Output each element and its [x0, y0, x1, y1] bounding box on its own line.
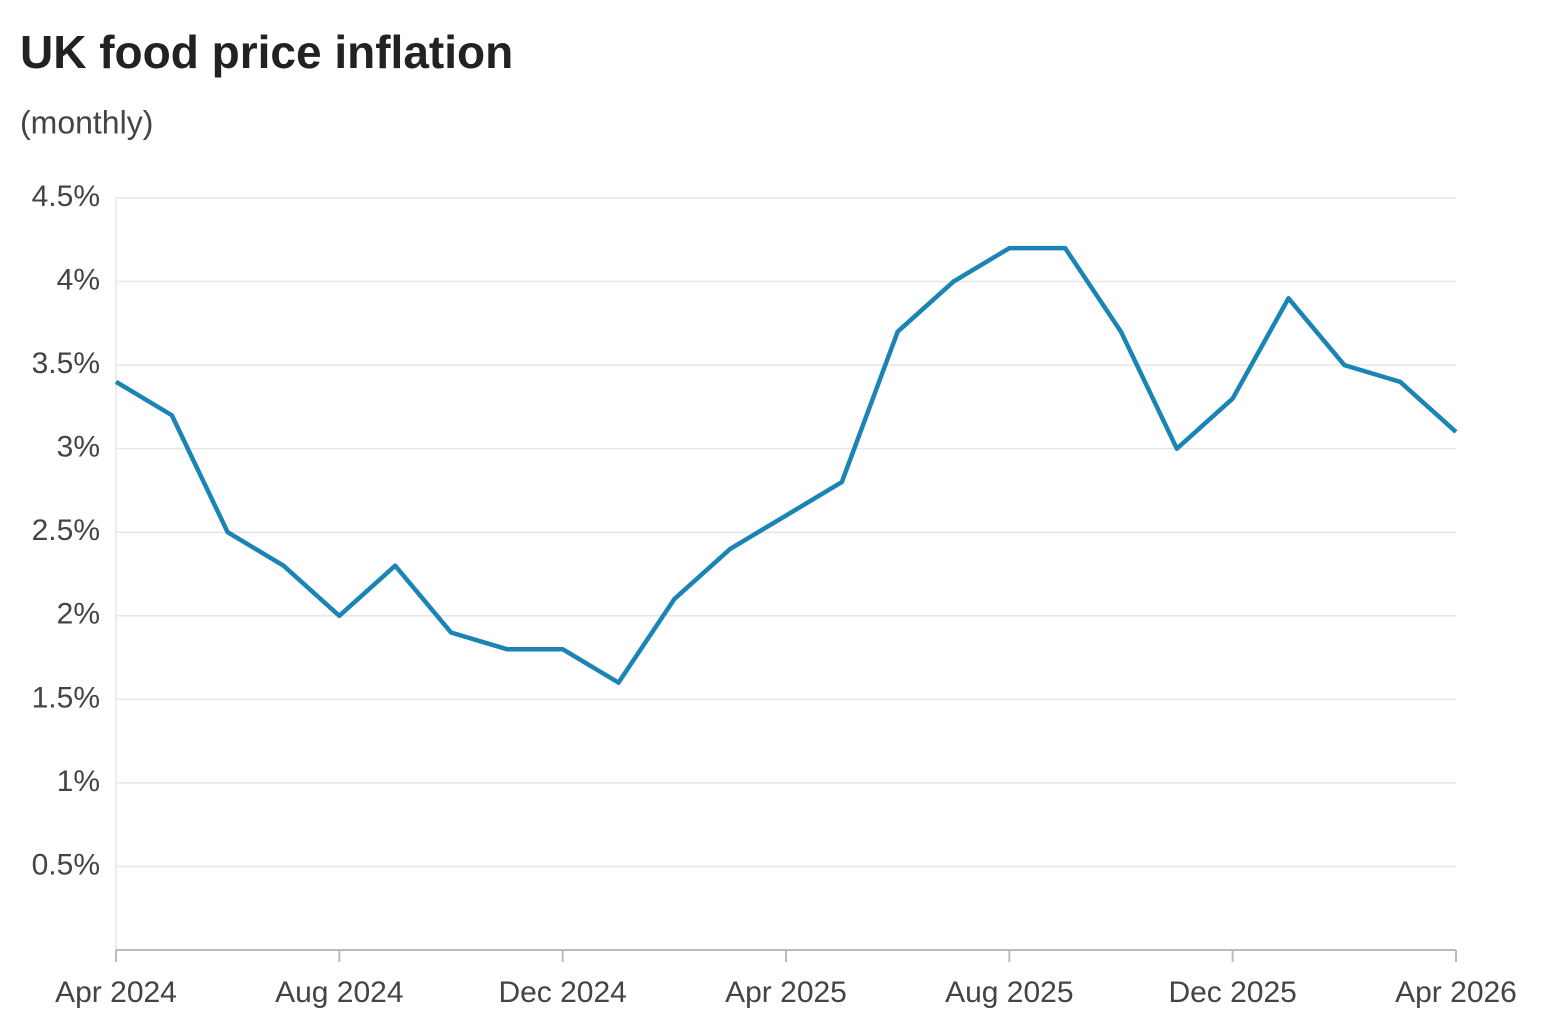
- x-tick-label: Dec 2024: [498, 976, 626, 1009]
- x-tick-label: Dec 2025: [1168, 976, 1296, 1009]
- y-tick-label: 3.5%: [32, 347, 100, 380]
- x-tick-label: Aug 2025: [945, 976, 1073, 1009]
- x-tick-label: Apr 2024: [55, 976, 177, 1009]
- y-tick-label: 2%: [57, 598, 100, 631]
- y-tick-label: 0.5%: [32, 848, 100, 881]
- y-tick-label: 2.5%: [32, 514, 100, 547]
- y-tick-label: 1%: [57, 765, 100, 798]
- y-tick-label: 3%: [57, 431, 100, 464]
- line: [114, 245, 1458, 685]
- x-tick-label: Apr 2026: [1395, 976, 1517, 1009]
- x-tick-label: Apr 2025: [725, 976, 847, 1009]
- x-tick-label: Aug 2024: [275, 976, 403, 1009]
- chart-title: UK food price inflation: [20, 26, 513, 78]
- chart-subtitle: (monthly): [20, 104, 153, 140]
- y-tick-label: 1.5%: [32, 681, 100, 714]
- y-tick-label: 4.5%: [32, 180, 100, 213]
- y-tick-label: 4%: [57, 263, 100, 296]
